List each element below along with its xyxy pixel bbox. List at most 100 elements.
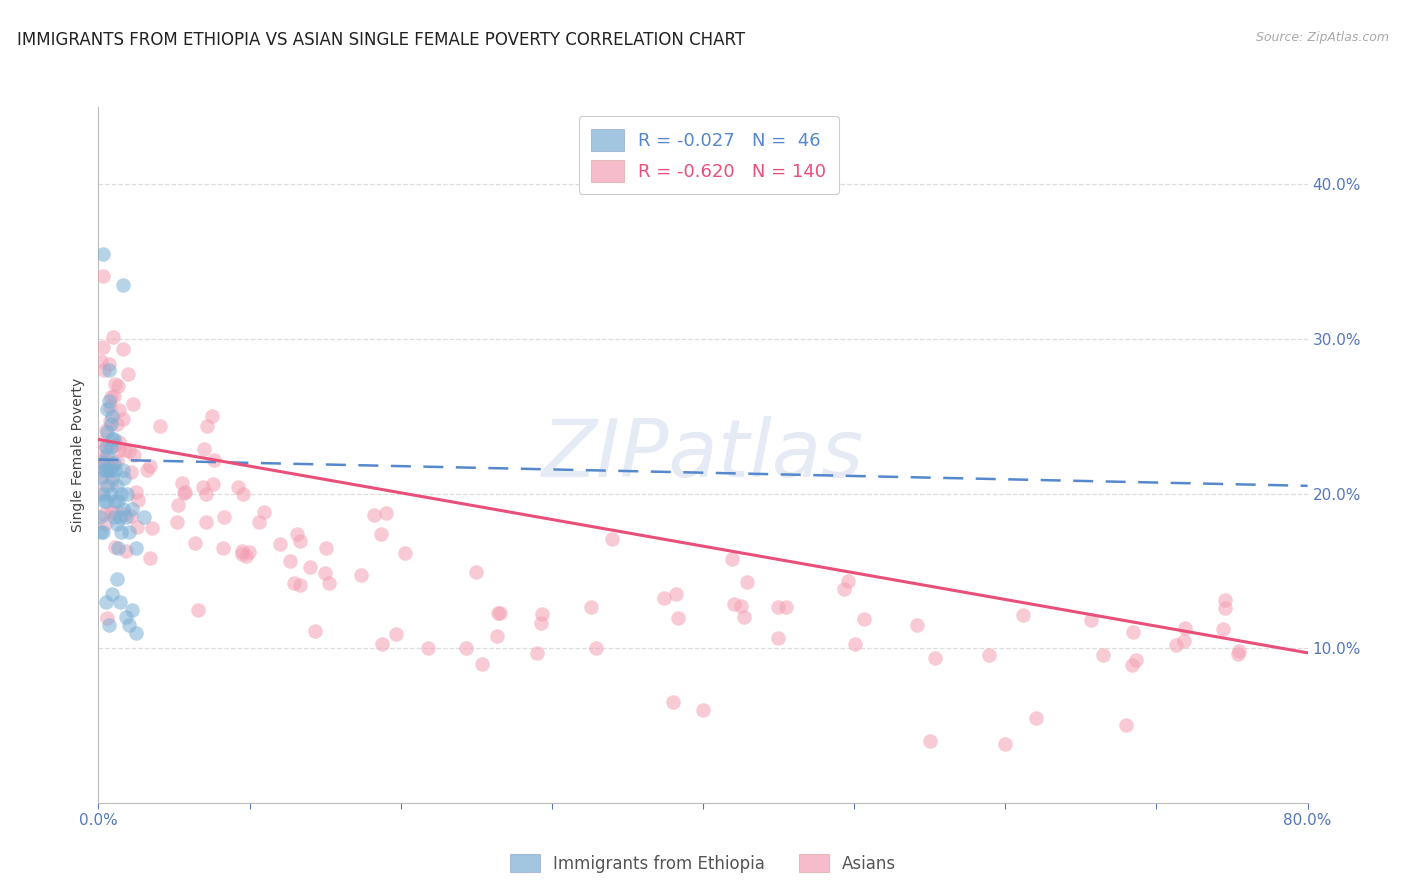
Point xyxy=(122,397,145,411)
Point xyxy=(226,480,249,494)
Point xyxy=(100,486,122,500)
Point xyxy=(363,508,385,522)
Point xyxy=(287,526,309,541)
Point xyxy=(122,448,145,462)
Point xyxy=(173,486,195,500)
Point xyxy=(212,510,235,524)
Point xyxy=(994,737,1017,751)
Point xyxy=(1213,593,1236,607)
Point xyxy=(485,630,508,644)
Point xyxy=(117,367,139,381)
Point xyxy=(170,475,193,490)
Point xyxy=(90,525,112,540)
Point xyxy=(730,599,752,614)
Point xyxy=(104,438,127,452)
Point xyxy=(530,607,553,622)
Point xyxy=(837,574,859,588)
Point xyxy=(112,508,135,522)
Point xyxy=(91,456,114,470)
Point xyxy=(94,595,117,609)
Point xyxy=(1024,711,1046,725)
Point xyxy=(91,485,114,500)
Point xyxy=(98,393,121,408)
Point xyxy=(103,389,125,403)
Point xyxy=(91,449,114,463)
Point xyxy=(125,625,148,640)
Point xyxy=(91,486,114,500)
Point xyxy=(111,463,134,477)
Point xyxy=(118,525,141,540)
Point xyxy=(108,443,131,458)
Point xyxy=(96,401,118,416)
Point xyxy=(665,587,688,601)
Point xyxy=(235,549,257,564)
Point xyxy=(100,417,122,431)
Point xyxy=(585,640,607,655)
Point xyxy=(101,587,124,601)
Point xyxy=(110,525,132,540)
Point xyxy=(91,340,114,354)
Point xyxy=(114,442,136,457)
Point xyxy=(269,537,291,551)
Point xyxy=(486,606,509,620)
Point xyxy=(127,493,149,508)
Point xyxy=(98,414,121,428)
Point xyxy=(852,612,875,626)
Point xyxy=(101,458,124,472)
Point xyxy=(105,479,128,493)
Point xyxy=(93,494,115,508)
Point xyxy=(283,575,305,590)
Point xyxy=(530,616,553,631)
Point xyxy=(104,376,127,391)
Point xyxy=(120,466,142,480)
Point xyxy=(97,454,120,468)
Point xyxy=(98,618,121,632)
Point xyxy=(115,486,138,500)
Point xyxy=(1215,600,1237,615)
Point xyxy=(107,494,129,508)
Point xyxy=(104,463,127,477)
Point xyxy=(918,734,941,748)
Point xyxy=(98,363,121,377)
Point xyxy=(96,440,118,454)
Point xyxy=(314,566,336,580)
Point xyxy=(662,695,685,709)
Point xyxy=(91,525,114,540)
Point xyxy=(120,508,142,523)
Point xyxy=(100,476,122,491)
Point xyxy=(371,637,394,651)
Y-axis label: Single Female Poverty: Single Female Poverty xyxy=(72,378,86,532)
Point xyxy=(166,498,188,512)
Point xyxy=(121,602,143,616)
Point xyxy=(247,515,270,529)
Point xyxy=(464,565,486,579)
Point xyxy=(418,640,440,655)
Point xyxy=(105,572,128,586)
Point xyxy=(100,390,122,404)
Point xyxy=(103,456,125,470)
Point xyxy=(93,463,115,477)
Point xyxy=(720,552,742,566)
Point xyxy=(94,494,117,508)
Point xyxy=(905,618,928,632)
Point xyxy=(93,508,115,522)
Point xyxy=(375,506,398,520)
Point xyxy=(112,412,135,426)
Point xyxy=(202,477,225,491)
Point xyxy=(471,657,494,672)
Point xyxy=(238,545,260,559)
Point xyxy=(488,606,510,620)
Point xyxy=(304,624,326,638)
Point xyxy=(174,484,197,499)
Point xyxy=(924,651,946,665)
Point xyxy=(104,494,127,508)
Point xyxy=(96,479,118,493)
Point xyxy=(110,486,132,500)
Point xyxy=(666,611,689,625)
Point xyxy=(111,502,134,516)
Point xyxy=(231,543,253,558)
Point xyxy=(211,541,233,556)
Point xyxy=(90,353,112,368)
Point xyxy=(114,610,136,624)
Point xyxy=(288,533,311,548)
